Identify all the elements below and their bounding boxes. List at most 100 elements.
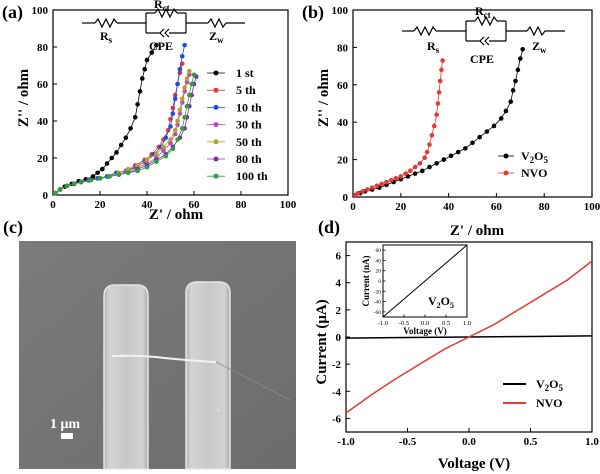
sem-nanowire (111, 354, 217, 363)
panel-a-x-axis-title: Z' / ohm (149, 207, 204, 223)
panel-b-series-line-1 (355, 60, 444, 196)
panel-a-data-point (189, 81, 194, 87)
panel-b-legend-label: V2O5 (521, 149, 549, 165)
panel-b-legend-label: NVO (521, 166, 547, 180)
panel-b-y-tick-label: 0 (343, 192, 349, 204)
panel-a-data-point (170, 146, 176, 152)
panel-a-legend-label: 10 th (236, 100, 262, 114)
panel-d-y-tick-label: 4 (336, 278, 342, 290)
panel-a-data-point (100, 166, 105, 172)
panel-b-data-point (384, 179, 389, 185)
panel-a-resistor-ct (154, 7, 178, 19)
panel-a-data-point (64, 183, 70, 189)
panel-b-data-point (417, 161, 423, 166)
panel-a-plot: 0 20 40 60 80 100 0 20 40 60 80 100 (32, 5, 297, 211)
panel-a-data-point (177, 66, 183, 72)
panel-a-data-point (163, 135, 169, 140)
panel-a-y-axis-title: Z'' / ohm (16, 68, 32, 127)
svg-text:Rct: Rct (154, 0, 170, 13)
panel-d-y-tick-label: 2 (336, 305, 342, 317)
panel-a-data-point (175, 118, 180, 124)
panel-b-data-point (388, 177, 394, 183)
inset-x-tick-label: 1.0 (463, 320, 471, 327)
panel-a-data-point (128, 126, 133, 131)
panel-b-data-point (369, 185, 375, 190)
svg-text:Rs: Rs (100, 29, 113, 45)
panel-a-data-point (135, 102, 140, 107)
panel-b-data-point (455, 149, 461, 155)
panel-a-plot-frame (52, 9, 289, 196)
panel-b-data-point (393, 176, 399, 181)
panel-a-legend-marker (213, 139, 219, 145)
panel-b-y-tick-label: 60 (337, 80, 349, 92)
panel-b-data-point (435, 101, 441, 106)
panel-b-x-axis-title: Z' / ohm (450, 223, 505, 239)
panel-a-legend-marker (213, 122, 219, 128)
panel-a-series-line-3 (55, 74, 190, 194)
panel-a-data-point (135, 168, 140, 174)
panel-a: (a) Rs Rct CPE Zw Z'' / ohm Z' / ohm 0 20… (2, 0, 297, 223)
panel-a-legend-label: 5 th (236, 83, 256, 97)
panel-a-data-point (71, 181, 77, 187)
panel-b-data-point (448, 153, 454, 159)
inset-y-tick-label: 60 (376, 248, 382, 254)
inset-y-tick-label: 0 (378, 279, 381, 285)
panel-a-data-point (175, 81, 180, 87)
panel-a-data-point (187, 92, 192, 98)
panel-b-data-point (484, 129, 490, 134)
panel-a-x-tick-label: 40 (142, 199, 154, 211)
panel-a-series-line-6 (55, 74, 195, 194)
inset-y-tick-label: -60 (374, 310, 382, 316)
panel-b-data-point (520, 46, 525, 52)
panel-a-warburg (207, 17, 227, 29)
inset-y-tick-label: 20 (376, 269, 382, 275)
panel-b-plot: 0 20 40 60 80 100 0 20 40 60 80 100 (332, 5, 600, 213)
panel-b-data-point (424, 149, 430, 155)
panel-b-x-tick-label: 80 (539, 201, 551, 213)
panel-a-data-point (125, 170, 131, 176)
panel-d-y-axis-title: Current (μA) (314, 299, 330, 384)
panel-b-data-point (491, 123, 497, 129)
panel-a-data-point (118, 142, 124, 148)
panel-a-legend-label: 100 th (236, 169, 268, 183)
panel-b-data-point (412, 164, 418, 170)
panel-b-data-point (365, 187, 370, 192)
panel-b-data-point (477, 134, 482, 140)
panel-a-data-point (142, 66, 147, 72)
panel-b-resistor-ct (474, 15, 498, 27)
panel-d-legend-label: V2O5 (536, 377, 564, 393)
panel-b-data-point (518, 56, 523, 61)
panel-a-data-point (154, 42, 159, 48)
panel-b: (b) Rs Rct CPE Zw Z'' / ohm Z' / ohm 0 20… (302, 2, 600, 239)
panel-a-data-point (57, 187, 63, 192)
panel-d-x-tick-label: 0.0 (462, 436, 476, 448)
panel-a-data-point (144, 164, 150, 170)
svg-text:Rct: Rct (475, 4, 491, 20)
panel-a-data-point (179, 96, 185, 102)
panel-b-y-tick-label: 20 (337, 155, 349, 167)
panel-a-data-point (182, 85, 187, 90)
panel-a-data-point (109, 155, 115, 161)
inset-x-tick-label: 0.5 (442, 320, 450, 327)
panel-b-data-point (427, 164, 432, 170)
panel-b-plot-frame (352, 9, 593, 198)
panel-d-letter: (d) (318, 217, 340, 238)
panel-a-data-point (168, 124, 173, 129)
panel-b-data-point (436, 89, 442, 95)
panel-b-data-point (498, 116, 504, 121)
panel-a-data-point (161, 144, 166, 150)
panel-b-data-point (420, 168, 425, 174)
panel-b-data-point (374, 183, 380, 189)
panel-a-legend: 1 st 5 th 10 th 30 th 50 th 80 th 100 th (207, 66, 268, 183)
panel-b-data-point (422, 155, 428, 161)
panel-a-data-point (140, 76, 145, 81)
panel-b-warburg (526, 25, 546, 37)
sem-electrode-left (103, 284, 149, 470)
svg-text:CPE: CPE (149, 39, 173, 53)
panel-d-y-tick-label: 0 (336, 332, 342, 344)
panel-a-data-point (177, 107, 183, 113)
panel-b-x-tick-label: 20 (395, 201, 407, 213)
panel-a-data-point (187, 68, 192, 74)
panel-a-data-point (149, 50, 154, 55)
panel-a-data-point (168, 137, 173, 142)
